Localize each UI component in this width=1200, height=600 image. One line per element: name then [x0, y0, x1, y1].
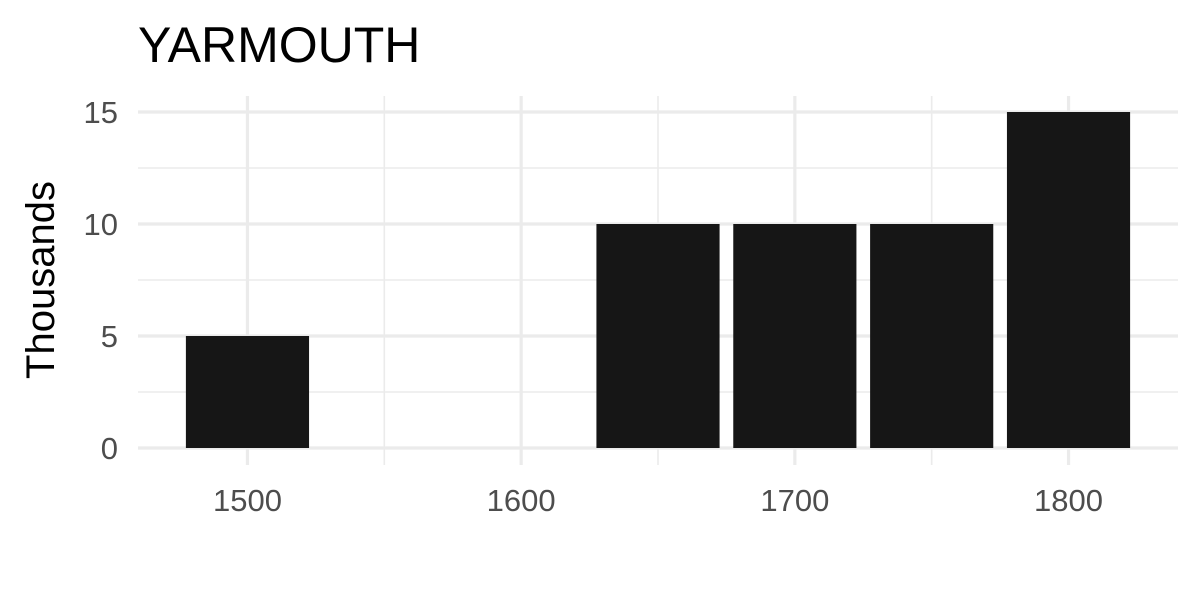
- y-tick-label: 5: [101, 319, 118, 354]
- x-tick-label: 1600: [487, 483, 556, 518]
- bar: [596, 224, 720, 448]
- bar: [870, 224, 994, 448]
- bar: [733, 224, 857, 448]
- x-tick-label: 1500: [213, 483, 282, 518]
- y-axis-title: Thousands: [19, 181, 63, 379]
- bars: [185, 112, 1131, 448]
- y-tick-label: 10: [84, 207, 118, 242]
- bar: [185, 336, 310, 448]
- x-tick-labels: 1500 1600 1700 1800: [213, 483, 1103, 518]
- y-tick-label: 15: [84, 95, 118, 130]
- y-tick-label: 0: [101, 431, 118, 466]
- bar: [1006, 112, 1131, 448]
- x-tick-label: 1800: [1034, 483, 1103, 518]
- y-tick-labels: 0 5 10 15: [84, 95, 118, 466]
- chart-title: YARMOUTH: [138, 17, 420, 73]
- x-tick-label: 1700: [760, 483, 829, 518]
